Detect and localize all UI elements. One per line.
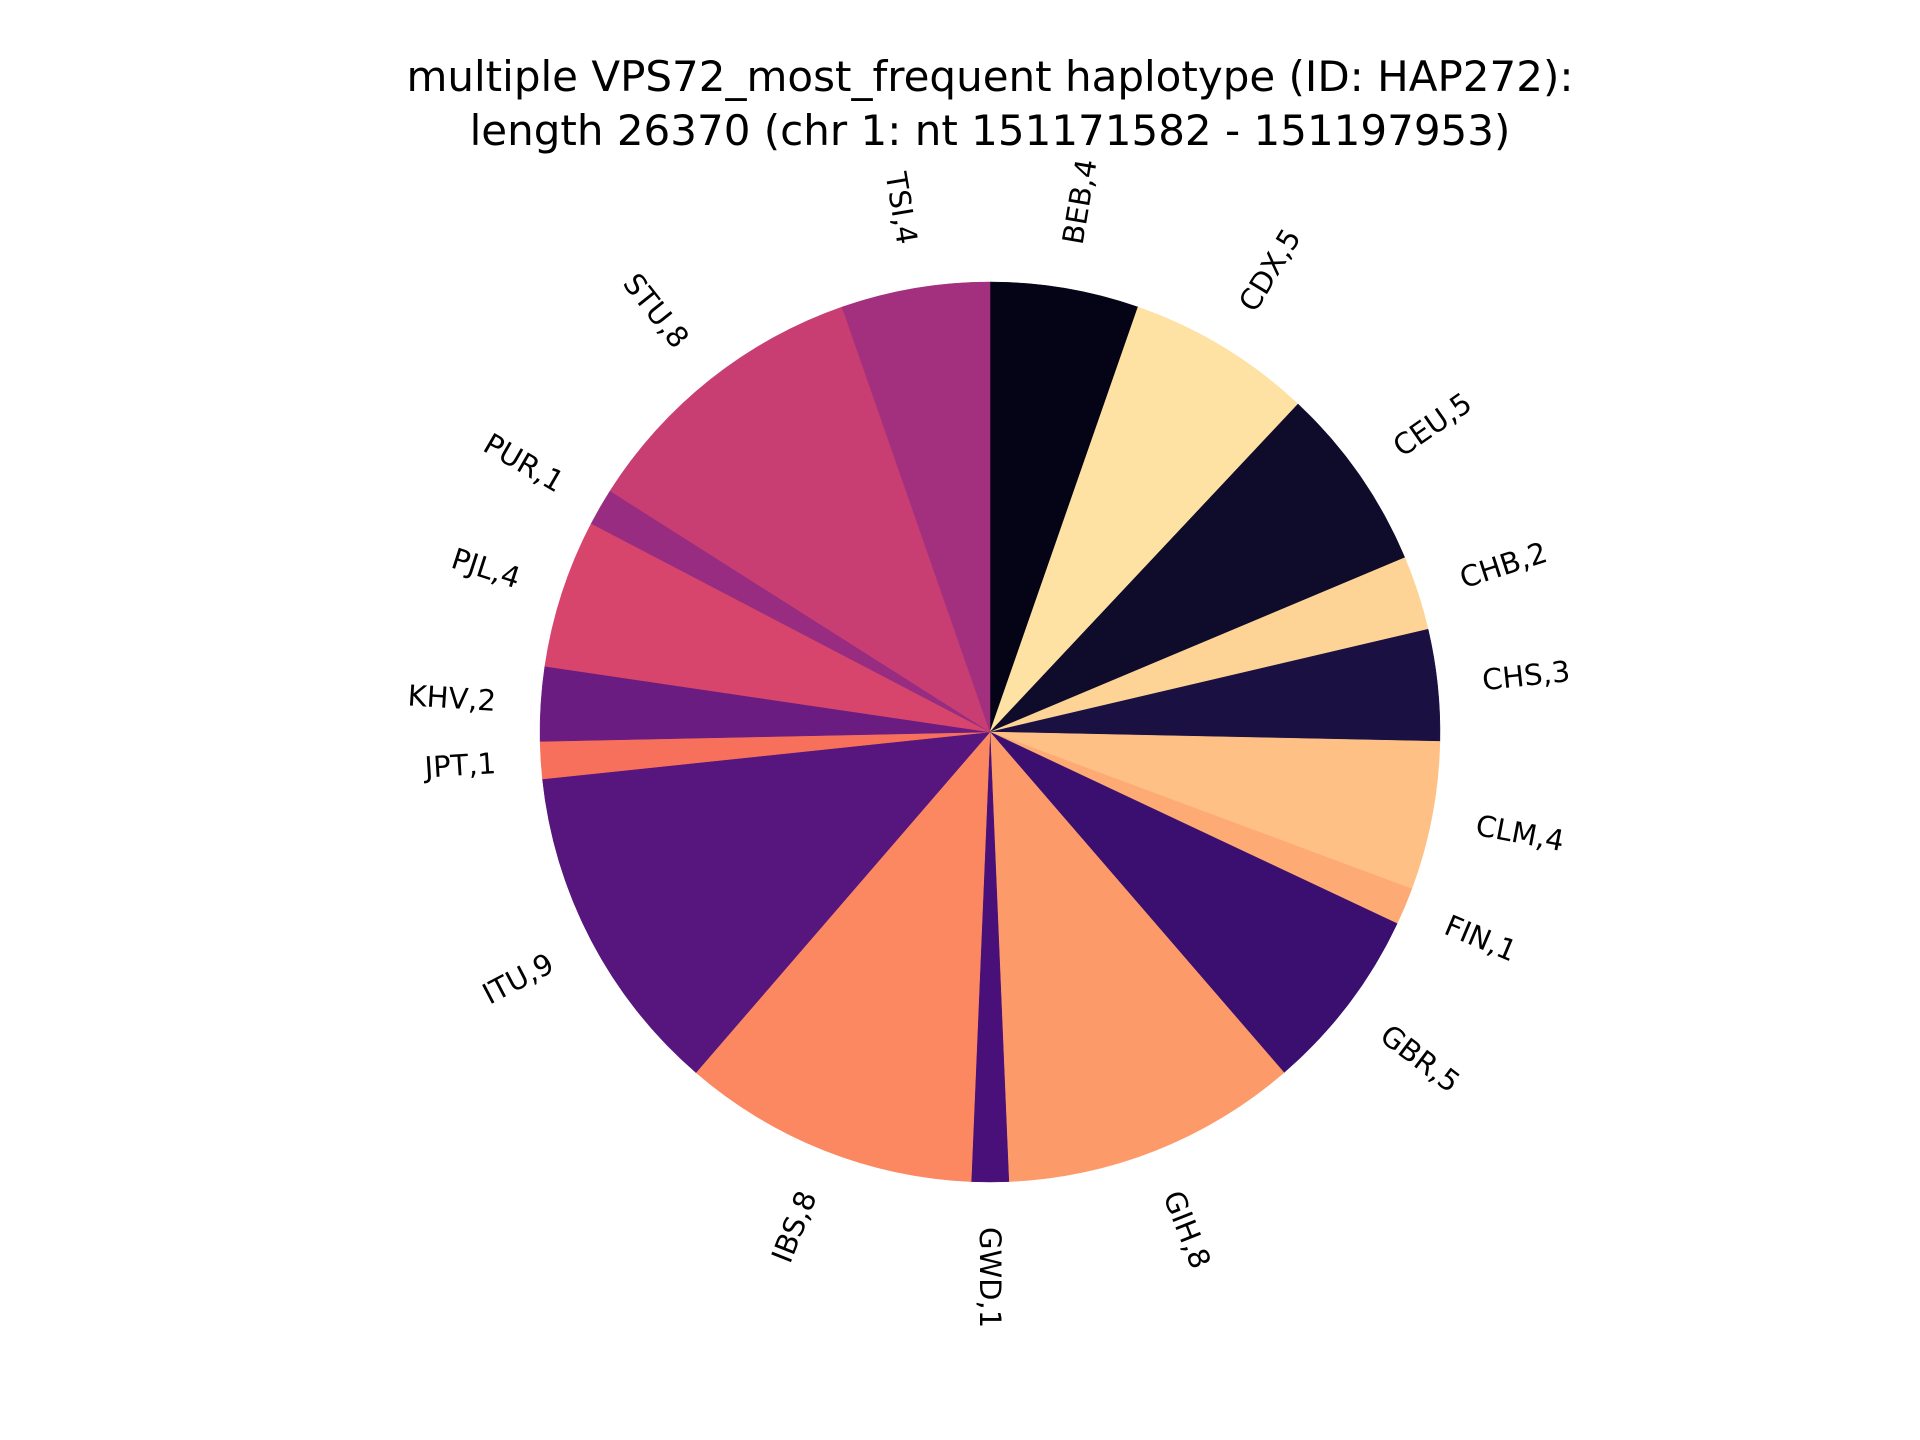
slice-label-clm: CLM,4 [1473, 808, 1567, 858]
slice-label-gih: GIH,8 [1156, 1186, 1217, 1273]
slice-label-itu: ITU,9 [477, 946, 559, 1011]
pie-slice-ibs [695, 731, 991, 1182]
pie-slice-pjl [544, 523, 991, 733]
pie-slice-cdx [989, 306, 1299, 733]
slice-label-gwd: GWD,1 [973, 1227, 1007, 1328]
slice-label-chb: CHB,2 [1456, 535, 1552, 595]
slice-label-jpt: JPT,1 [422, 746, 497, 785]
chart-subtitle: length 26370 (chr 1: nt 151171582 - 1511… [470, 106, 1511, 155]
pie-slices [539, 281, 1441, 1183]
slice-label-khv: KHV,2 [407, 678, 497, 717]
pie-slice-gbr [989, 731, 1398, 1074]
slice-label-pjl: PJL,4 [448, 541, 525, 595]
chart-title: multiple VPS72_most_frequent haplotype (… [406, 52, 1573, 101]
slice-label-chs: CHS,3 [1481, 654, 1572, 697]
pie-slice-beb [989, 281, 1139, 733]
pie-slice-clm [989, 731, 1441, 890]
slice-label-stu: STU,8 [616, 267, 695, 355]
slice-label-fin: FIN,1 [1440, 908, 1522, 968]
pie-slice-tsi [841, 281, 991, 733]
slice-label-ibs: IBS,8 [765, 1186, 824, 1267]
pie-slice-gih [989, 731, 1285, 1182]
pie-slice-itu [542, 731, 991, 1074]
slice-label-gbr: GBR,5 [1374, 1018, 1466, 1100]
slice-label-pur: PUR,1 [478, 427, 570, 500]
slice-label-beb: BEB,4 [1056, 156, 1104, 246]
slice-label-ceu: CEU,5 [1387, 386, 1478, 464]
pie-slice-stu [609, 306, 991, 733]
slice-label-cdx: CDX,5 [1232, 223, 1308, 318]
pie-slice-ceu [989, 403, 1406, 733]
slice-label-tsi: TSI,4 [878, 169, 924, 247]
